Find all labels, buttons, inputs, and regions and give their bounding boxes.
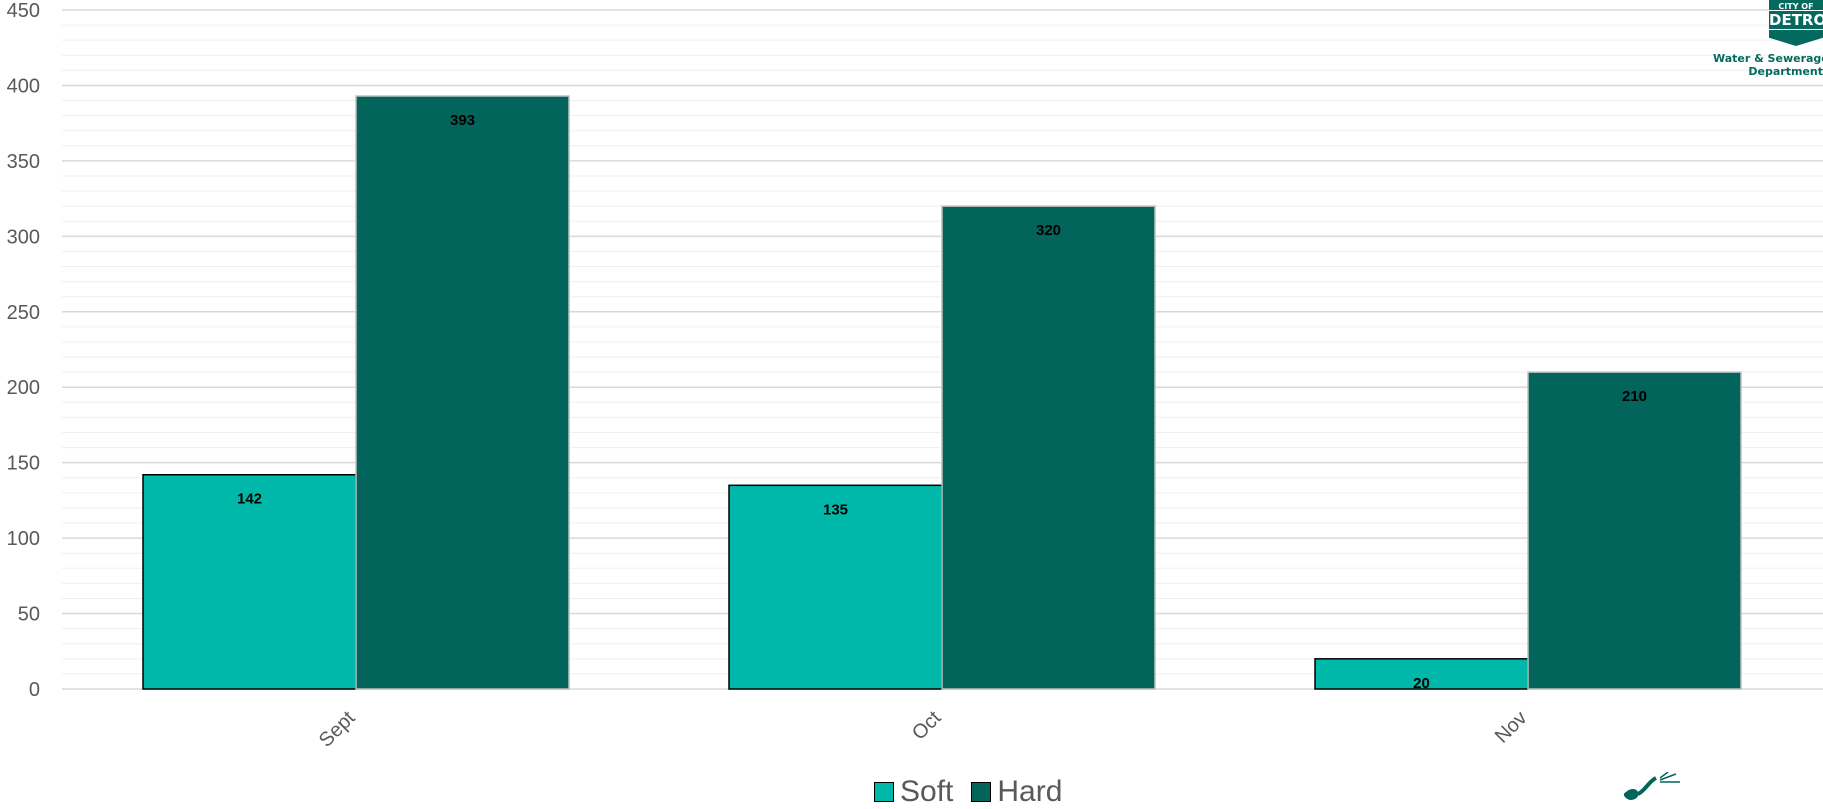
y-axis: 0 50 100 150 200 250 300 350 400 450 bbox=[7, 0, 40, 701]
data-label: 320 bbox=[1036, 222, 1061, 239]
legend-swatch-soft bbox=[874, 782, 894, 802]
y-tick-label: 300 bbox=[7, 226, 40, 248]
bar-soft-oct bbox=[728, 484, 943, 690]
logo-badge-icon bbox=[1769, 0, 1823, 46]
bar-soft-sept bbox=[142, 473, 357, 690]
x-tick-label: Oct bbox=[908, 707, 946, 745]
y-tick-label: 200 bbox=[7, 377, 40, 399]
y-tick-label: 100 bbox=[7, 528, 40, 550]
legend-label-soft: Soft bbox=[900, 775, 954, 808]
legend-item-soft[interactable]: Soft bbox=[874, 775, 953, 809]
logo-subtitle: Water & Sewerage Department bbox=[1713, 52, 1823, 78]
y-tick-label: 400 bbox=[7, 75, 40, 97]
legend-item-hard[interactable]: Hard bbox=[971, 775, 1062, 809]
x-axis: Sept Oct Nov bbox=[315, 707, 1532, 752]
y-tick-label: 450 bbox=[7, 0, 40, 22]
decorative-bird-icon bbox=[1623, 772, 1680, 800]
legend-label-hard: Hard bbox=[997, 775, 1063, 808]
y-tick-label: 0 bbox=[29, 679, 40, 701]
bar-hard-sept bbox=[355, 95, 570, 690]
data-label: 20 bbox=[1413, 675, 1430, 692]
dwsd-logo: CITY OF DETROIT Water & Sewerage Departm… bbox=[1713, 0, 1823, 84]
legend-swatch-hard bbox=[971, 782, 992, 802]
x-tick-label: Sept bbox=[315, 707, 360, 752]
y-tick-label: 50 bbox=[18, 604, 40, 626]
bars bbox=[142, 95, 1742, 690]
data-label: 393 bbox=[450, 112, 475, 129]
legend: Soft Hard bbox=[874, 775, 1062, 809]
data-label: 142 bbox=[237, 491, 262, 508]
data-label: 135 bbox=[823, 501, 848, 518]
logo-city-of: CITY OF bbox=[1778, 2, 1814, 11]
logo-detroit: DETROIT bbox=[1769, 10, 1823, 30]
y-tick-label: 350 bbox=[7, 151, 40, 173]
data-labels: 142 393 135 320 20 210 bbox=[237, 112, 1647, 692]
bar-hard-nov bbox=[1527, 371, 1742, 690]
y-tick-label: 250 bbox=[7, 302, 40, 324]
data-label: 210 bbox=[1622, 388, 1647, 405]
bar-hard-oct bbox=[941, 205, 1156, 690]
y-tick-label: 150 bbox=[7, 453, 40, 475]
x-tick-label: Nov bbox=[1491, 707, 1532, 748]
